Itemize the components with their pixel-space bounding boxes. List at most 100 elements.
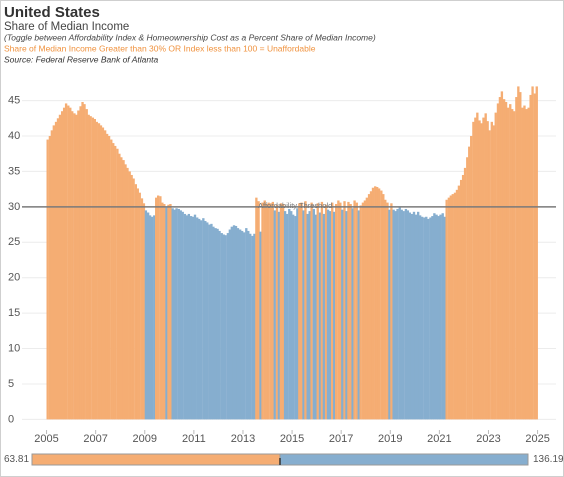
bar [443, 216, 446, 420]
bar [281, 204, 285, 420]
bar [255, 197, 258, 420]
bar [120, 157, 123, 420]
bar [480, 123, 483, 420]
bar [339, 202, 342, 420]
bar [222, 234, 225, 420]
bar [50, 130, 54, 420]
bar [230, 226, 233, 420]
bar [79, 106, 82, 420]
bar [134, 184, 137, 420]
bar [455, 189, 459, 420]
bar [512, 111, 516, 420]
bar [150, 216, 154, 420]
bar [337, 200, 340, 420]
bar [320, 201, 324, 420]
bar [298, 203, 301, 420]
bar [153, 215, 156, 420]
bar [159, 196, 162, 420]
y-tick-label: 15 [8, 307, 20, 319]
bar [511, 109, 514, 420]
bar [136, 188, 139, 420]
bar [357, 210, 360, 420]
bar [67, 105, 70, 420]
bar [343, 201, 346, 420]
bar [302, 210, 305, 420]
bar [392, 209, 395, 420]
bar [155, 197, 158, 420]
bar [99, 125, 103, 420]
bar [169, 204, 172, 420]
bar [416, 211, 420, 420]
bar [355, 202, 358, 420]
bar [171, 208, 174, 420]
bar [351, 208, 354, 420]
bar [146, 212, 150, 420]
bar [361, 202, 365, 420]
bar [101, 127, 105, 420]
bar [138, 192, 141, 420]
bar [175, 208, 178, 420]
note: (Toggle between Affordability Index & Ho… [4, 32, 376, 42]
bar [453, 192, 457, 420]
bar [433, 213, 436, 420]
bar [71, 111, 74, 420]
bar [347, 201, 350, 420]
bar [161, 202, 164, 420]
bar [277, 211, 281, 420]
bar [54, 121, 58, 420]
bar [107, 136, 111, 420]
bar [449, 195, 452, 420]
bar [64, 103, 68, 420]
bar [193, 214, 197, 420]
bar [232, 225, 236, 420]
bar [179, 210, 182, 420]
bar [363, 200, 367, 420]
bar [333, 211, 336, 420]
bar [470, 136, 473, 420]
bar [535, 86, 538, 420]
bar [314, 214, 317, 420]
bar [128, 171, 131, 420]
bar [322, 213, 326, 420]
bar [183, 213, 187, 420]
bar [228, 229, 232, 420]
bar [345, 211, 348, 420]
bar [300, 202, 303, 420]
bar [353, 200, 356, 420]
bar [197, 218, 201, 420]
bar [156, 195, 160, 420]
bar [148, 215, 152, 420]
bar [292, 214, 295, 420]
bar [506, 107, 510, 420]
bar [500, 91, 504, 420]
bar [177, 208, 180, 420]
bar [527, 107, 530, 420]
x-tick-label: 2023 [476, 433, 500, 445]
bar [521, 107, 524, 420]
bar [56, 118, 60, 420]
bar [218, 230, 221, 420]
bar [259, 231, 262, 420]
bar [523, 105, 526, 420]
bar [187, 213, 191, 420]
x-tick-label: 2021 [427, 433, 451, 445]
bar [257, 201, 260, 420]
bar [142, 203, 146, 420]
chart-subtitle: Share of Median Income [4, 21, 129, 33]
bar [269, 203, 273, 420]
bar [220, 233, 223, 420]
bar [208, 224, 211, 420]
bar [318, 212, 322, 420]
y-tick-label: 0 [8, 413, 14, 425]
bar [52, 125, 55, 420]
bar [388, 209, 391, 420]
bar [196, 217, 199, 420]
bar [386, 202, 389, 420]
bar [206, 222, 209, 420]
bar [490, 121, 493, 420]
bar [116, 148, 119, 420]
bar [461, 174, 465, 420]
bar [404, 208, 408, 420]
y-tick-label: 20 [8, 272, 20, 284]
bar [468, 146, 471, 420]
